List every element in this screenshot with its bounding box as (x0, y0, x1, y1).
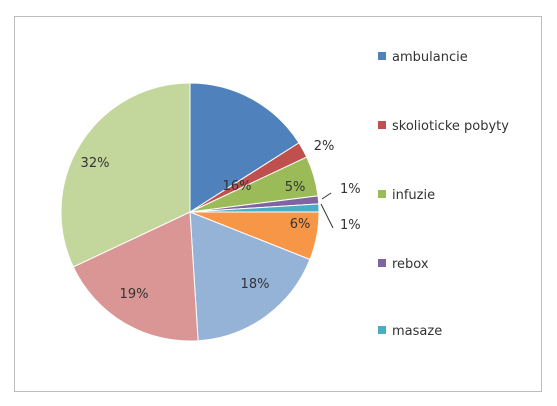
slice-data-label: 16% (223, 179, 252, 194)
slice-data-label: 18% (241, 277, 270, 292)
legend-label: masaze (392, 324, 442, 339)
pie-slice (189, 211, 311, 342)
slice-data-label: 5% (285, 180, 306, 195)
legend-label: infuzie (392, 188, 435, 203)
legend-label: rebox (392, 257, 429, 272)
slice-data-label: 6% (290, 217, 311, 232)
slice-data-label: 19% (120, 287, 149, 302)
leader-line (320, 203, 334, 229)
slice-data-label: 1% (340, 182, 361, 197)
legend-swatch (378, 326, 386, 334)
legend-swatch (378, 121, 386, 129)
legend-swatch (378, 259, 386, 267)
legend-swatch (378, 190, 386, 198)
legend-swatch (378, 52, 386, 60)
slice-data-label: 2% (314, 139, 335, 154)
pie-slice (189, 82, 300, 213)
legend-label: skolioticke pobyty (392, 119, 509, 134)
pie-slice (60, 82, 191, 268)
slice-data-label: 32% (81, 156, 110, 171)
slice-data-label: 1% (340, 218, 361, 233)
legend-label: ambulancie (392, 50, 468, 65)
pie-slice (72, 211, 199, 342)
leader-line (321, 192, 332, 200)
